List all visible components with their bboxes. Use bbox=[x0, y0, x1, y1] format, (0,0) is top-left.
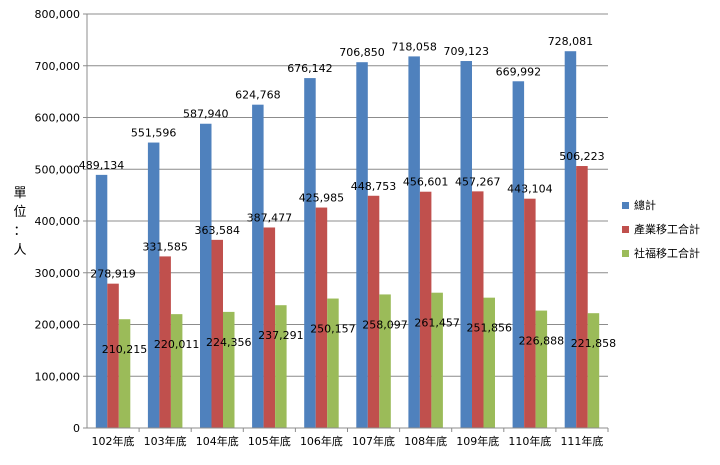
y-tick-label: 400,000 bbox=[35, 215, 81, 228]
y-tick-label: 700,000 bbox=[35, 60, 81, 73]
bar-2 bbox=[419, 191, 432, 428]
x-tick-label: 105年底 bbox=[248, 434, 291, 448]
data-label: 331,585 bbox=[142, 240, 188, 253]
data-label: 250,157 bbox=[310, 323, 356, 336]
bar-2 bbox=[524, 198, 536, 428]
x-tick-label: 102年底 bbox=[92, 434, 135, 448]
data-label: 456,601 bbox=[403, 176, 449, 189]
bar-2 bbox=[263, 227, 276, 428]
data-label: 221,858 bbox=[571, 337, 617, 350]
data-label: 506,223 bbox=[559, 150, 605, 163]
bar-3 bbox=[431, 292, 443, 428]
legend-label: 社福移工合計 bbox=[634, 246, 700, 260]
data-label: 706,850 bbox=[339, 46, 385, 59]
bars bbox=[95, 51, 600, 429]
legend-swatch bbox=[622, 250, 629, 257]
bar-3 bbox=[535, 310, 548, 428]
data-label: 258,097 bbox=[362, 318, 408, 331]
data-label: 551,596 bbox=[131, 127, 177, 140]
bar-2 bbox=[211, 239, 223, 428]
legend-label: 總計 bbox=[634, 198, 656, 212]
data-label: 624,768 bbox=[235, 89, 281, 102]
bar-2 bbox=[367, 195, 380, 428]
data-label: 226,888 bbox=[519, 335, 565, 348]
bar-1 bbox=[95, 174, 108, 428]
axes: 0 100,000 200,000 300,000 400,000 500,000 600,… bbox=[35, 8, 609, 448]
data-label: 676,142 bbox=[287, 62, 333, 75]
bar-1 bbox=[304, 78, 316, 429]
bar-3 bbox=[483, 297, 495, 428]
bar-2 bbox=[576, 166, 588, 428]
x-tick-label: 103年底 bbox=[144, 434, 187, 448]
data-label: 669,992 bbox=[496, 65, 542, 78]
legend-swatch bbox=[622, 202, 629, 209]
data-label: 261,457 bbox=[414, 317, 460, 330]
data-label: 448,753 bbox=[351, 180, 397, 193]
bar-1 bbox=[460, 61, 472, 429]
bar-3 bbox=[118, 319, 131, 428]
data-labels: 489,134 278,919 210,215 551,596 331,585 220,0… bbox=[79, 35, 616, 356]
data-label: 457,267 bbox=[455, 175, 501, 188]
data-label: 278,919 bbox=[90, 268, 136, 281]
legend-label: 產業移工合計 bbox=[634, 222, 700, 236]
y-tick-label: 100,000 bbox=[35, 370, 81, 383]
y-axis-label-char: ： bbox=[13, 224, 26, 239]
y-axis-label-char: 位 bbox=[13, 205, 26, 220]
bar-1 bbox=[147, 142, 160, 428]
bar-3 bbox=[223, 311, 235, 428]
bar-1 bbox=[408, 56, 420, 429]
data-label: 709,123 bbox=[444, 45, 490, 58]
data-label: 363,584 bbox=[195, 224, 241, 237]
y-tick-label: 0 bbox=[73, 422, 80, 435]
bar-3 bbox=[587, 313, 600, 428]
x-tick-label: 106年底 bbox=[300, 434, 343, 448]
data-label: 237,291 bbox=[258, 329, 304, 342]
y-tick-label: 500,000 bbox=[35, 163, 81, 176]
bar-1 bbox=[564, 51, 577, 429]
data-label: 224,356 bbox=[206, 336, 252, 349]
bar-1 bbox=[200, 123, 212, 428]
data-label: 489,134 bbox=[79, 159, 125, 172]
bar-2 bbox=[472, 191, 484, 428]
data-label: 210,215 bbox=[102, 343, 148, 356]
y-tick-label: 200,000 bbox=[35, 319, 81, 332]
bar-3 bbox=[275, 305, 287, 428]
data-label: 728,081 bbox=[548, 35, 594, 48]
y-tick-label: 800,000 bbox=[35, 8, 81, 21]
bar-1 bbox=[252, 104, 264, 429]
data-label: 718,058 bbox=[391, 40, 437, 53]
y-tick-label: 300,000 bbox=[35, 267, 81, 280]
y-axis-label-char: 單 bbox=[13, 186, 26, 201]
x-tick-label: 110年底 bbox=[508, 434, 551, 448]
bar-3 bbox=[327, 298, 339, 428]
y-tick-label: 600,000 bbox=[35, 112, 81, 125]
data-label: 587,940 bbox=[183, 108, 229, 121]
data-label: 220,011 bbox=[154, 338, 200, 351]
x-tick-label: 111年底 bbox=[560, 434, 603, 448]
x-tick-label: 107年底 bbox=[352, 434, 395, 448]
bar-1 bbox=[356, 62, 368, 428]
bar-1 bbox=[512, 81, 525, 428]
data-label: 425,985 bbox=[299, 192, 345, 205]
bar-3 bbox=[170, 314, 183, 428]
bar-2 bbox=[315, 207, 328, 428]
y-axis-label-char: 人 bbox=[13, 243, 26, 258]
x-tick-label: 108年底 bbox=[404, 434, 447, 448]
data-label: 387,477 bbox=[247, 211, 293, 224]
legend-swatch bbox=[622, 226, 629, 233]
x-tick-label: 109年底 bbox=[456, 434, 499, 448]
bar-3 bbox=[379, 294, 391, 428]
bar-2 bbox=[107, 283, 119, 428]
x-tick-label: 104年底 bbox=[196, 434, 239, 448]
data-label: 443,104 bbox=[507, 183, 553, 196]
bar-2 bbox=[159, 256, 171, 428]
y-axis-label: 單位 ： 人 bbox=[13, 186, 26, 258]
data-label: 251,856 bbox=[467, 322, 513, 335]
